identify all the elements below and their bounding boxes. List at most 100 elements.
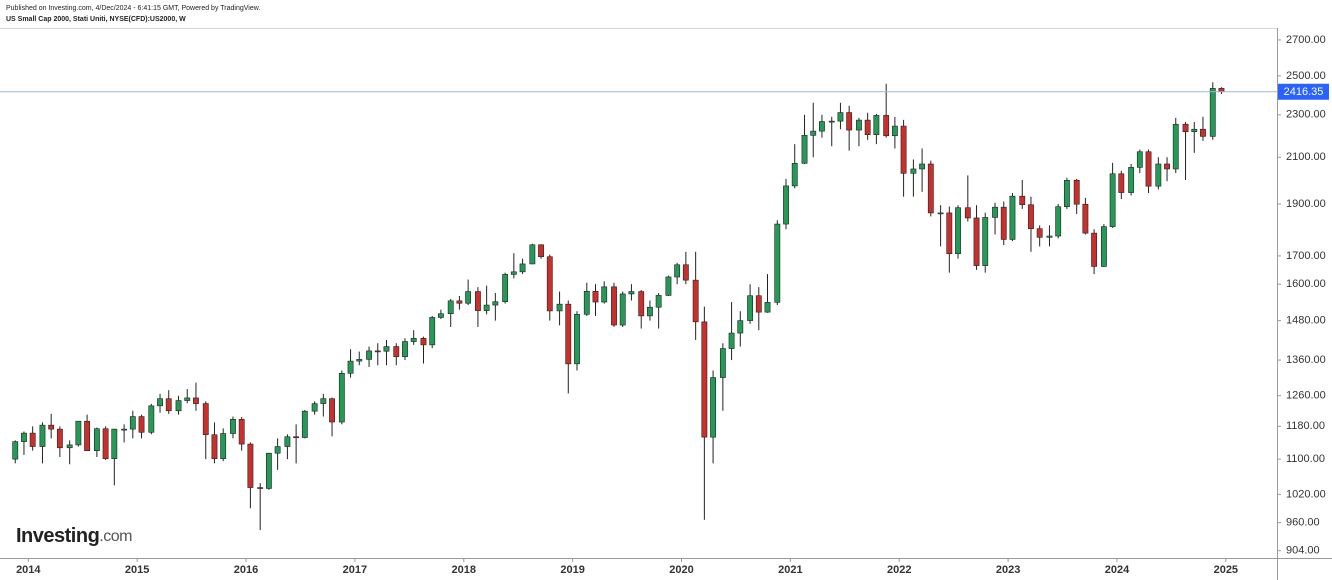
candle-body: [1009, 195, 1016, 240]
candle-body: [1118, 173, 1125, 193]
candle-body: [247, 443, 254, 488]
candle-body: [864, 119, 871, 135]
x-tick-label: 2015: [125, 564, 149, 576]
candle-body: [437, 313, 444, 318]
candle-body: [755, 295, 762, 313]
candle-body: [356, 359, 363, 362]
candle-body: [29, 432, 36, 447]
candle-body: [682, 264, 689, 281]
publisher-note: Published on Investing.com, 4/Dec/2024 -…: [6, 5, 260, 12]
candle-body: [701, 321, 708, 438]
candle-body: [801, 135, 808, 164]
x-tick-label: 2016: [234, 564, 258, 576]
candle-body: [783, 185, 789, 225]
candle-body: [165, 398, 172, 412]
candle-body: [619, 293, 626, 326]
candle-body: [129, 416, 136, 430]
last-price-label: 2416.35: [1284, 86, 1324, 98]
candle-body: [574, 314, 580, 365]
candle-body: [429, 317, 436, 346]
candle-body: [674, 264, 681, 278]
logo-suffix: .com: [99, 528, 132, 545]
candle-body: [1073, 179, 1080, 205]
candle-body: [973, 217, 980, 266]
last-price-box: [1278, 83, 1329, 100]
candle-body: [546, 256, 553, 312]
candle-body: [529, 244, 536, 265]
candle-body: [1172, 123, 1179, 170]
candle-body: [1000, 206, 1007, 240]
candle-body: [1028, 204, 1034, 230]
x-tick-label: 2020: [669, 564, 693, 576]
candle-body: [84, 420, 91, 451]
candle-body: [1109, 173, 1116, 227]
candle-body: [891, 125, 898, 137]
candle-body: [647, 306, 653, 317]
candle-body: [374, 350, 381, 353]
candle-body: [347, 360, 354, 374]
chart-title: US Small Cap 2000, Stati Uniti, NYSE(CFD…: [6, 16, 186, 23]
candle-body: [900, 125, 907, 174]
candle-body: [465, 291, 472, 304]
candle-body: [764, 302, 771, 313]
candle-body: [937, 212, 944, 215]
x-tick-label: 2025: [1214, 564, 1238, 576]
candle-body: [284, 436, 291, 447]
candle-body: [873, 115, 880, 135]
candle-body: [1155, 163, 1162, 187]
candle-body: [230, 418, 236, 434]
candle-body: [601, 286, 608, 303]
candle-body: [383, 346, 390, 352]
candle-body: [655, 295, 662, 308]
candle-body: [955, 207, 961, 255]
y-tick-label: 1480.00: [1286, 315, 1326, 327]
candle-body: [420, 337, 427, 346]
plot-area: [12, 82, 1225, 531]
x-tick-label: 2018: [452, 564, 476, 576]
candle-body: [502, 274, 509, 303]
candle-body: [475, 291, 481, 311]
candle-body: [21, 432, 27, 442]
candle-body: [1046, 235, 1053, 238]
candle-body: [157, 398, 163, 407]
candle-body: [39, 424, 46, 447]
candle-body: [810, 130, 817, 136]
candle-body: [483, 304, 490, 311]
logo-main: Investing: [16, 525, 99, 547]
candle-body: [220, 433, 227, 459]
candle-body: [1100, 226, 1107, 267]
candle-body: [257, 487, 264, 489]
candle-body: [320, 398, 327, 404]
candle-body: [927, 163, 934, 214]
candle-body: [992, 206, 998, 218]
candle-body: [456, 300, 463, 304]
candle-body: [1164, 163, 1170, 170]
candle-body: [883, 115, 890, 137]
y-tick-label: 1700.00: [1286, 250, 1326, 262]
candle-body: [964, 207, 971, 219]
candle-body: [1091, 232, 1098, 267]
candle-body: [1055, 206, 1062, 237]
candle-body: [301, 410, 308, 438]
candle-body: [910, 168, 917, 174]
candle-body: [1218, 88, 1225, 93]
candle-body: [410, 337, 417, 342]
candle-body: [138, 416, 145, 433]
candle-body: [747, 295, 754, 321]
candle-body: [1191, 128, 1198, 133]
y-tick-label: 1020.00: [1286, 488, 1326, 500]
candle-body: [1036, 228, 1043, 238]
candle-body: [1063, 179, 1070, 207]
y-tick-label: 2500.00: [1286, 70, 1326, 82]
candle-body: [519, 263, 526, 273]
logo: Investing.com: [16, 525, 132, 547]
candle-body: [665, 276, 672, 296]
x-tick-label: 2019: [560, 564, 584, 576]
candle-body: [148, 405, 155, 433]
candle-body: [111, 428, 118, 459]
y-tick-label: 1260.00: [1286, 390, 1326, 402]
candle-body: [93, 428, 100, 451]
candle-body: [193, 397, 199, 404]
